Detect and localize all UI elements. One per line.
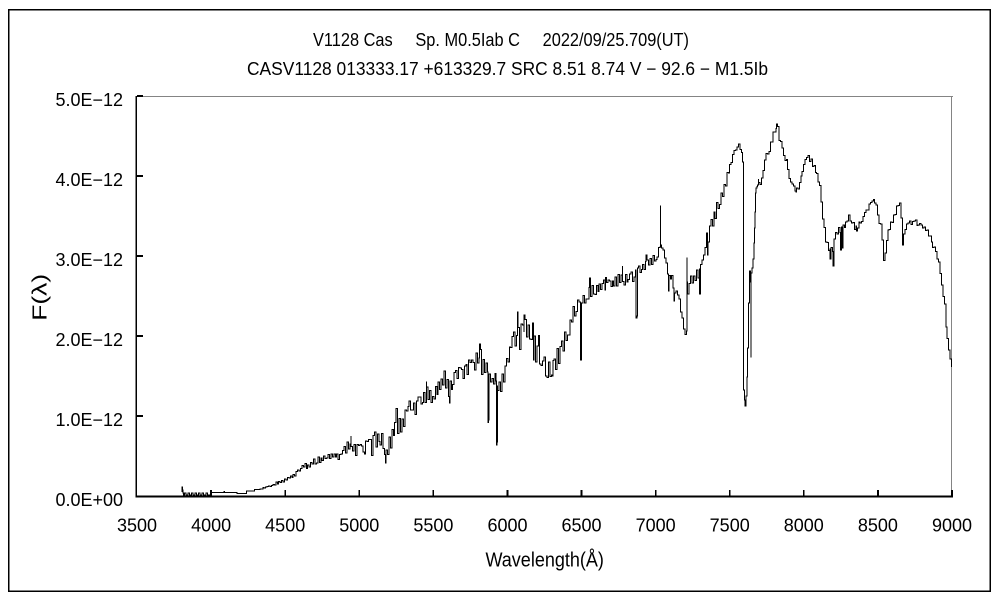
svg-text:8000: 8000 <box>784 516 824 536</box>
svg-text:2.0E−12: 2.0E−12 <box>55 330 123 350</box>
svg-text:V1128 Cas Sp. M0.5Iab C: V1128 Cas Sp. M0.5Iab C 2022/09/25.709(U… <box>313 30 689 50</box>
svg-text:5.0E−12: 5.0E−12 <box>55 90 123 110</box>
svg-text:5000: 5000 <box>339 516 379 536</box>
svg-text:5500: 5500 <box>413 516 453 536</box>
svg-text:7000: 7000 <box>636 516 676 536</box>
svg-text:8500: 8500 <box>858 516 898 536</box>
svg-text:6500: 6500 <box>561 516 601 536</box>
svg-text:9000: 9000 <box>932 516 972 536</box>
svg-text:0.0E+00: 0.0E+00 <box>55 490 123 510</box>
svg-text:F(λ): F(λ) <box>30 274 52 321</box>
svg-text:7500: 7500 <box>710 516 750 536</box>
svg-text:CASV1128 013333.17 +613329.7 S: CASV1128 013333.17 +613329.7 SRC 8.51 8.… <box>247 59 768 79</box>
svg-text:Wavelength(Å): Wavelength(Å) <box>485 549 604 572</box>
svg-text:4.0E−12: 4.0E−12 <box>55 170 123 190</box>
svg-text:1.0E−12: 1.0E−12 <box>55 410 123 430</box>
svg-text:4000: 4000 <box>191 516 231 536</box>
svg-text:6000: 6000 <box>487 516 527 536</box>
svg-text:4500: 4500 <box>265 516 305 536</box>
svg-text:3500: 3500 <box>117 516 157 536</box>
svg-text:3.0E−12: 3.0E−12 <box>55 250 123 270</box>
